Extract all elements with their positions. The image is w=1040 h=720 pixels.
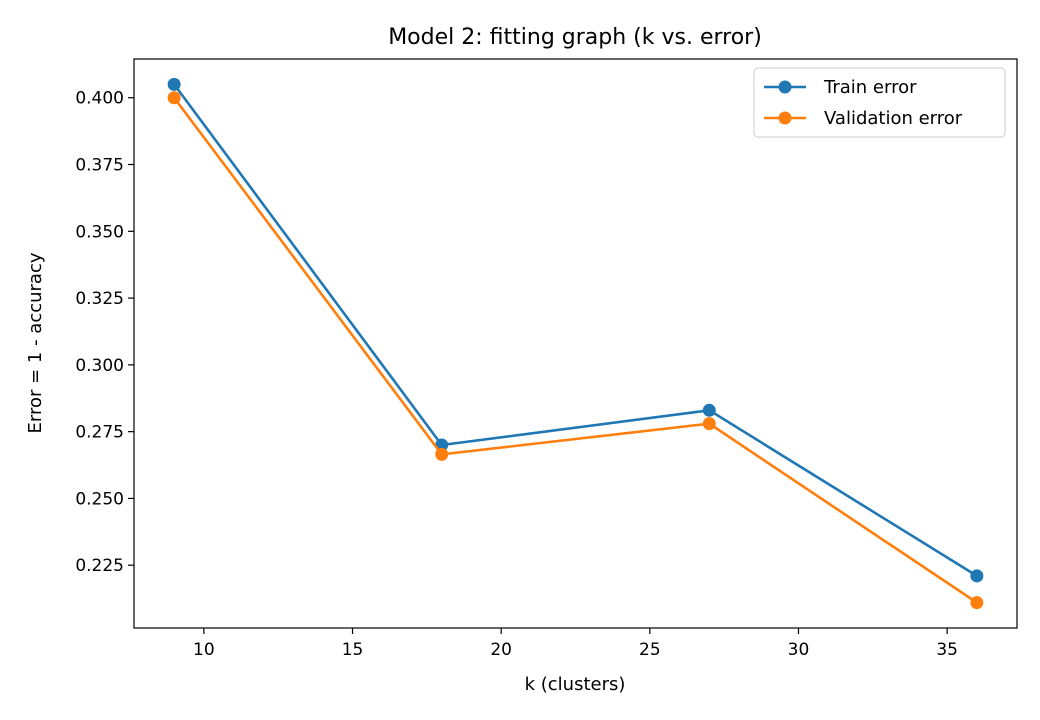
y-axis: 0.225 0.250 0.275 0.300 0.325 0.350 0.375 0.400 — [75, 89, 134, 576]
y-tick-label: 0.250 — [75, 489, 124, 509]
y-tick-label: 0.400 — [75, 89, 124, 109]
y-tick-label: 0.375 — [75, 156, 124, 176]
y-axis-label: Error = 1 - accuracy — [25, 252, 46, 433]
series-line-1 — [173, 96, 978, 604]
data-point — [702, 403, 716, 417]
x-tick-label: 20 — [490, 640, 512, 660]
y-tick-label: 0.350 — [75, 222, 124, 242]
data-point — [167, 91, 181, 105]
y-tick-label: 0.275 — [75, 423, 124, 443]
series-line-0 — [173, 83, 978, 578]
legend-entry: Validation error — [824, 108, 963, 129]
x-tick-label: 15 — [342, 640, 364, 660]
legend: Train error Validation error — [753, 67, 1006, 138]
x-tick-label: 30 — [788, 640, 810, 660]
x-axis-label: k (clusters) — [525, 674, 626, 695]
y-tick-label: 0.225 — [75, 556, 124, 576]
legend-marker — [778, 111, 792, 125]
plot-frame — [133, 58, 1018, 629]
legend-entry: Train error — [823, 77, 917, 98]
legend-box — [753, 67, 1006, 138]
data-point — [970, 596, 984, 610]
legend-marker — [778, 80, 792, 94]
x-tick-label: 35 — [936, 640, 958, 660]
x-tick-label: 25 — [639, 640, 661, 660]
data-point — [702, 417, 716, 431]
plot-area — [167, 77, 984, 610]
data-point — [435, 447, 449, 461]
chart-title: Model 2: fitting graph (k vs. error) — [388, 25, 762, 50]
data-point — [167, 77, 181, 91]
y-tick-label: 0.300 — [75, 356, 124, 376]
y-tick-label: 0.325 — [75, 289, 124, 309]
x-axis: 10 15 20 25 30 35 — [193, 628, 958, 660]
x-tick-label: 10 — [193, 640, 215, 660]
data-point — [970, 569, 984, 583]
